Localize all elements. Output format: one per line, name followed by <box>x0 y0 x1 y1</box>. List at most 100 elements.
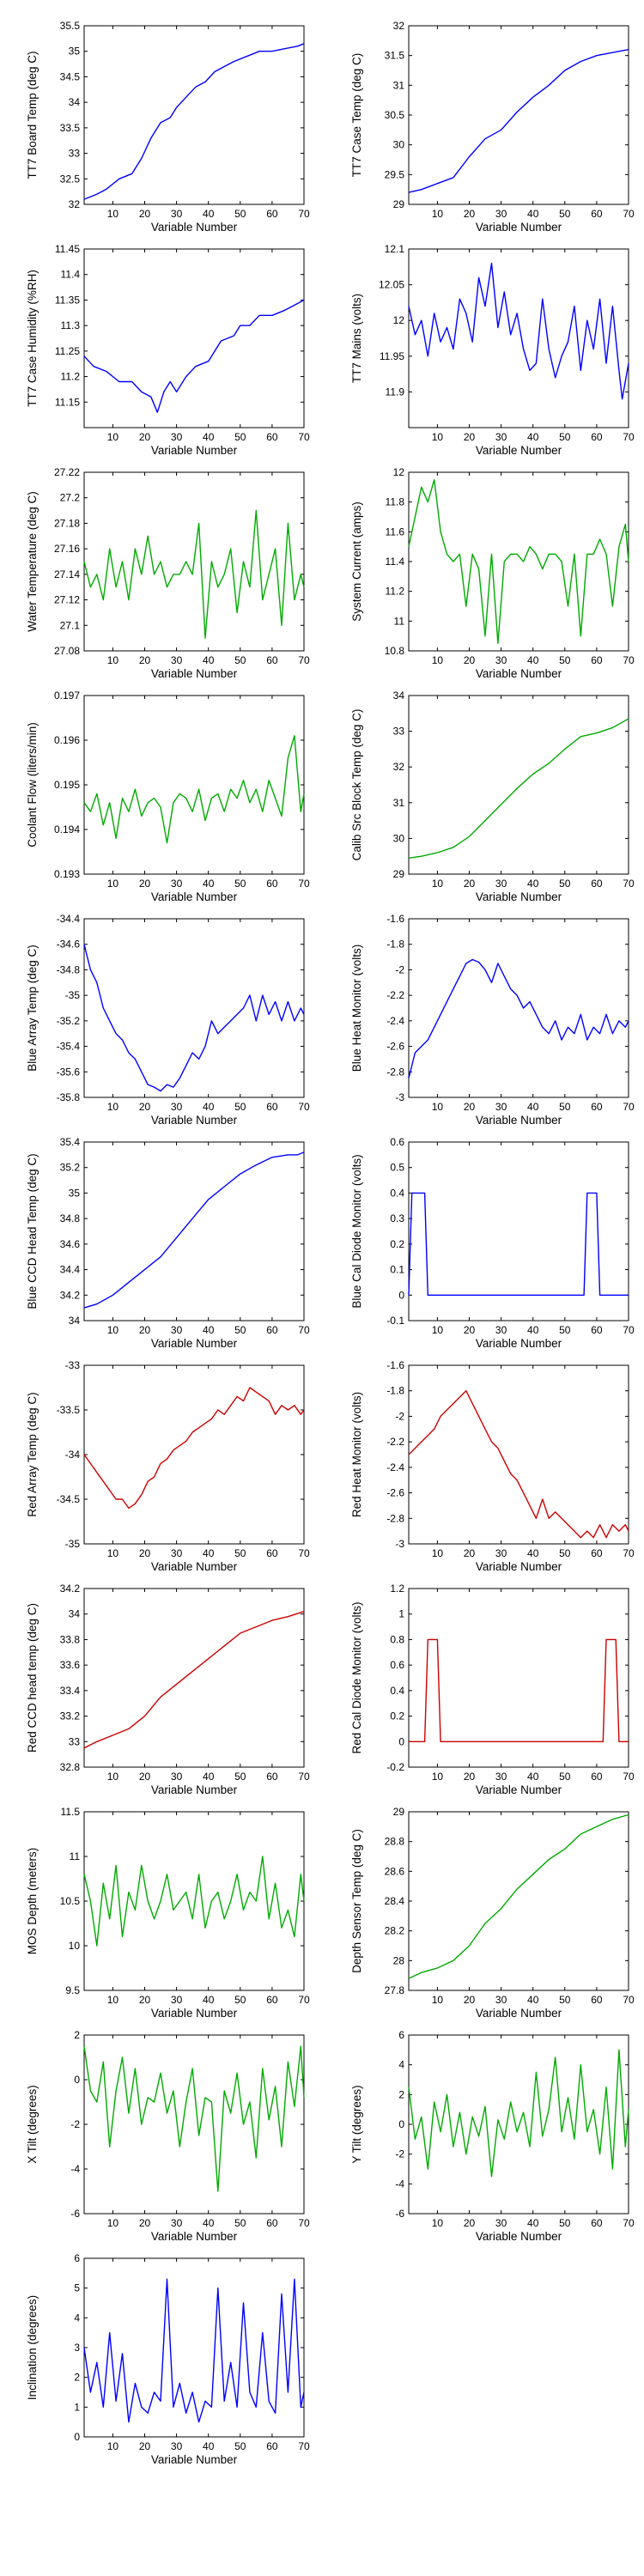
y-tick-label: 27.14 <box>54 568 80 580</box>
series-line <box>409 1638 629 1743</box>
y-tick-label: 34 <box>69 1315 81 1327</box>
x-tick-label: 70 <box>298 1547 310 1559</box>
chart-14: 10 20 30 40 50 60 70 -3 -2.8 -2.6 -2.4 -2.2 -2 -1.8 -1… <box>350 1359 635 1573</box>
x-tick-label: 70 <box>298 208 310 220</box>
x-tick-label: 20 <box>464 208 476 220</box>
y-tick-label: 33 <box>69 1735 81 1747</box>
x-tick-label: 40 <box>203 1101 215 1113</box>
y-tick-label: 10.8 <box>385 645 405 657</box>
y-tick-label: 3 <box>74 2342 80 2354</box>
y-tick-label: 0.196 <box>54 734 80 746</box>
x-tick-label: 20 <box>139 878 151 890</box>
x-tick-label: 60 <box>591 1994 603 2006</box>
y-axis-label: Red Array Temp (deg C) <box>26 1392 39 1516</box>
x-axis-label: Variable Number <box>476 890 562 903</box>
x-tick-label: 60 <box>591 878 603 890</box>
y-tick-label: -33 <box>65 1359 81 1371</box>
y-tick-label: 27.16 <box>54 543 80 555</box>
y-tick-label: 11 <box>394 615 405 627</box>
plot-frame <box>408 1811 629 1991</box>
y-tick-label: 11 <box>70 1850 81 1862</box>
y-axis-label: Red CCD head temp (deg C) <box>26 1603 39 1753</box>
x-tick-label: 10 <box>107 1324 119 1336</box>
y-tick-label: 30 <box>393 832 405 844</box>
y-tick-label: -35.2 <box>57 1015 81 1027</box>
y-tick-label: -2.4 <box>386 1461 404 1473</box>
y-tick-label: 33 <box>393 726 405 738</box>
y-tick-label: -6 <box>395 2208 404 2220</box>
y-tick-label: 10.5 <box>60 1895 81 1907</box>
x-tick-label: 60 <box>266 878 278 890</box>
y-tick-label: -34 <box>65 1449 81 1461</box>
chart-1: 10 20 30 40 50 60 70 32 32.5 33 33.5 34 34.5 35 35.5 Va… <box>26 20 310 234</box>
x-tick-label: 30 <box>495 1994 507 2006</box>
y-tick-label: 33.6 <box>60 1659 81 1671</box>
y-tick-label: 32 <box>393 761 405 773</box>
x-tick-label: 60 <box>591 431 603 443</box>
y-tick-label: 0.195 <box>54 779 80 791</box>
x-tick-label: 10 <box>432 1547 444 1559</box>
y-tick-label: -6 <box>70 2208 80 2220</box>
x-tick-label: 60 <box>591 1771 603 1783</box>
x-axis-label: Variable Number <box>151 2230 238 2243</box>
y-tick-label: 0.197 <box>54 690 80 702</box>
x-tick-label: 70 <box>298 1771 310 1783</box>
y-tick-label: 29.5 <box>385 168 405 180</box>
y-tick-label: 34.8 <box>60 1212 81 1224</box>
plot-frame <box>408 248 629 428</box>
x-tick-label: 10 <box>432 2217 444 2229</box>
y-tick-label: -34.6 <box>57 939 81 951</box>
y-axis-label: Y Tilt (degrees) <box>350 2085 363 2163</box>
x-tick-label: 10 <box>432 208 444 220</box>
series-line <box>83 1151 305 1309</box>
y-tick-label: 6 <box>74 2252 80 2264</box>
series-line <box>408 262 629 400</box>
y-tick-label: 33 <box>69 148 81 160</box>
y-tick-label: -35 <box>65 1538 81 1550</box>
plot-frame <box>408 1364 629 1545</box>
y-tick-label: 27.18 <box>54 517 80 529</box>
y-tick-label: 0 <box>74 2074 80 2086</box>
x-tick-label: 50 <box>234 1994 246 2006</box>
y-axis-label: Inclination (degrees) <box>26 2295 39 2400</box>
x-tick-label: 30 <box>495 878 507 890</box>
y-tick-label: 28.8 <box>385 1836 405 1848</box>
y-tick-label: 11.6 <box>386 526 405 538</box>
y-tick-label: 33.5 <box>60 122 81 134</box>
y-tick-label: 27.8 <box>385 1984 405 1996</box>
chart-15: 10 20 30 40 50 60 70 32.8 33 33.2 33.4 33.6 33.8 34 34… <box>26 1583 310 1796</box>
x-tick-label: 10 <box>432 1771 444 1783</box>
chart-2: 10 20 30 40 50 60 70 29 29.5 30 30.5 31 31.5 32 Variab… <box>350 20 635 234</box>
chart-20: 10 20 30 40 50 60 70 -6 -4 -2 0 2 4 6 Variable Number Y… <box>350 2029 635 2243</box>
y-tick-label: 35.2 <box>60 1162 81 1174</box>
y-tick-label: 6 <box>398 2029 404 2041</box>
series-line <box>83 2045 305 2192</box>
y-tick-label: -35 <box>65 989 81 1001</box>
x-tick-label: 50 <box>559 1547 571 1559</box>
y-axis-label: System Current (amps) <box>350 501 363 622</box>
y-tick-label: -34.8 <box>57 963 81 975</box>
y-axis-label: Blue Heat Monitor (volts) <box>350 945 363 1072</box>
y-tick-label: 11.2 <box>61 371 81 383</box>
y-tick-label: 28.4 <box>385 1895 405 1907</box>
x-tick-label: 30 <box>171 208 183 220</box>
series-line <box>408 49 629 193</box>
series-line <box>83 735 305 844</box>
chart-9: 10 20 30 40 50 60 70 -35.8 -35.6 -35.4 -35.2 -35 -34… <box>26 913 310 1127</box>
x-tick-label: 60 <box>591 1324 603 1336</box>
y-tick-label: 28.2 <box>385 1925 405 1937</box>
x-tick-label: 70 <box>298 1101 310 1113</box>
y-tick-label: 11.3 <box>61 319 81 331</box>
y-tick-label: -3 <box>395 1091 404 1103</box>
series-line <box>408 1814 629 1979</box>
y-tick-label: -2 <box>395 963 404 975</box>
x-tick-label: 40 <box>203 2440 215 2452</box>
plot-frame <box>408 471 629 652</box>
y-tick-label: 0.4 <box>390 1685 404 1697</box>
x-tick-label: 20 <box>464 654 476 666</box>
x-tick-label: 30 <box>171 1324 183 1336</box>
y-tick-label: 32.8 <box>60 1761 81 1773</box>
x-tick-label: 20 <box>139 208 151 220</box>
y-tick-label: 27.22 <box>54 466 80 478</box>
x-tick-label: 30 <box>495 1771 507 1783</box>
